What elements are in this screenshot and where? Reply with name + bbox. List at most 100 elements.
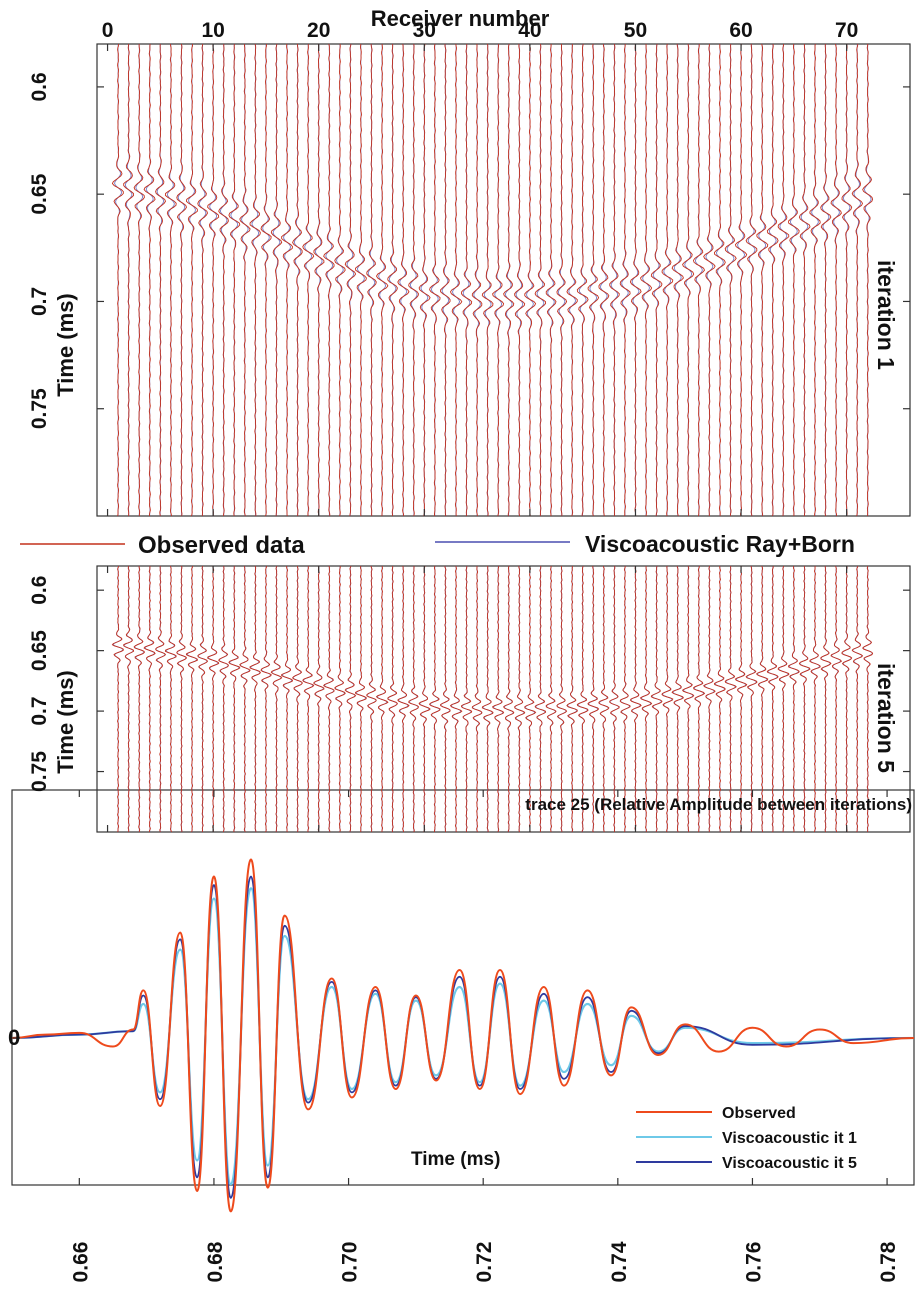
trace-x-tick-label: 0.70 [339,1242,362,1283]
observed-trace [524,43,537,517]
observed-trace [820,43,832,517]
observed-trace [851,43,864,517]
observed-trace [155,43,167,517]
trace-legend: Observed Viscoacoustic it 1 Viscoacousti… [636,1105,857,1172]
observed-trace [766,565,779,833]
observed-trace [218,44,229,516]
x-tick-label: 10 [201,19,224,42]
observed-trace [292,44,303,516]
observed-trace [556,565,568,833]
observed-trace [734,43,748,517]
y-tick-label-wrap: 0.7 [28,287,51,316]
legend-it5-label: Viscoacoustic it 5 [722,1155,857,1172]
observed-trace [164,565,177,833]
observed-trace [197,565,209,832]
panel-2-iteration-label-wrap: iteration 5 [873,663,899,773]
legend-it1-label: Viscoacoustic it 1 [722,1130,857,1147]
trace-x-tick-label-wrap: 0.78 [877,1241,900,1282]
y-tick-label: 0.7 [28,287,51,316]
y-tick-label-wrap: 0.65 [28,630,51,671]
observed-trace [440,565,451,833]
observed-trace [703,43,716,516]
trace-x-tick-label: 0.76 [742,1242,765,1283]
observed-trace [693,43,706,517]
y-tick-label-wrap: 0.75 [28,751,51,792]
observed-trace [598,565,610,833]
observed-trace [429,43,441,517]
observed-trace [323,43,335,517]
observed-trace [249,565,261,833]
observed-trace [841,565,853,833]
observed-trace [207,565,220,832]
panel-frame-1 [96,43,911,517]
legend-observed-label: Observed data [138,532,305,559]
trace-x-tick-label: 0.72 [473,1242,496,1283]
y-tick-label-wrap: 0.7 [28,696,51,725]
observed-trace [788,565,800,832]
observed-trace [123,565,135,832]
observed-trace [302,566,315,833]
observed-trace [713,566,726,833]
observed-trace [207,43,220,516]
observed-trace [503,565,515,833]
observed-trace [397,565,410,833]
observed-trace [281,565,294,833]
observed-trace [745,43,758,517]
observed-trace [344,565,357,833]
observed-trace [534,565,547,833]
observed-trace [576,565,589,832]
observed-trace [766,43,779,517]
top-legend: Observed data Viscoacoustic Ray+Born [20,531,855,559]
observed-trace [756,43,769,516]
panel-1-ylabel: Time (ms) [53,293,78,397]
observed-trace [111,43,124,517]
y-tick-label-wrap: 0.75 [28,388,51,429]
observed-trace [366,566,377,833]
observed-trace [639,43,653,517]
observed-trace [734,565,748,833]
observed-trace [164,43,177,517]
observed-trace [788,43,800,516]
y-tick-label-wrap: 0.6 [28,576,51,605]
observed-trace [155,565,167,833]
observed-trace [133,565,145,833]
observed-trace [830,43,842,517]
observed-trace [429,565,441,833]
observed-trace [366,44,377,517]
observed-trace [111,565,124,833]
observed-trace [461,565,473,832]
observed-trace [355,43,367,517]
observed-trace [671,43,684,517]
observed-trace [291,566,303,832]
observed-trace [492,566,505,833]
y-tick-label: 0.6 [28,72,51,101]
observed-trace [681,565,695,833]
observed-trace [661,43,674,517]
observed-trace [745,565,758,833]
iteration-5-label: iteration 5 [873,663,899,773]
trace-x-tick-label-wrap: 0.70 [339,1242,362,1283]
observed-trace [619,43,631,517]
observed-trace [671,565,685,833]
observed-trace [650,565,663,833]
observed-trace [692,565,706,833]
observed-trace [123,43,135,516]
observed-trace [492,44,505,517]
observed-trace [545,44,557,517]
observed-trace [176,43,188,517]
trace-panel-title: trace 25 (Relative Amplitude between ite… [525,795,912,814]
observed-trace [354,565,367,833]
observed-trace [703,565,716,832]
observed-trace [313,44,325,517]
observed-trace [449,43,463,517]
panel-frame-2 [96,565,911,833]
trace-x-tick-label-wrap: 0.76 [742,1242,765,1283]
observed-trace [471,565,483,833]
legend-observed-trace-label: Observed [722,1105,796,1122]
observed-trace [566,43,578,517]
panel-1-iteration-label-wrap: iteration 1 [873,260,899,370]
observed-trace [260,43,272,517]
observed-trace [830,565,843,833]
observed-trace [629,43,642,516]
